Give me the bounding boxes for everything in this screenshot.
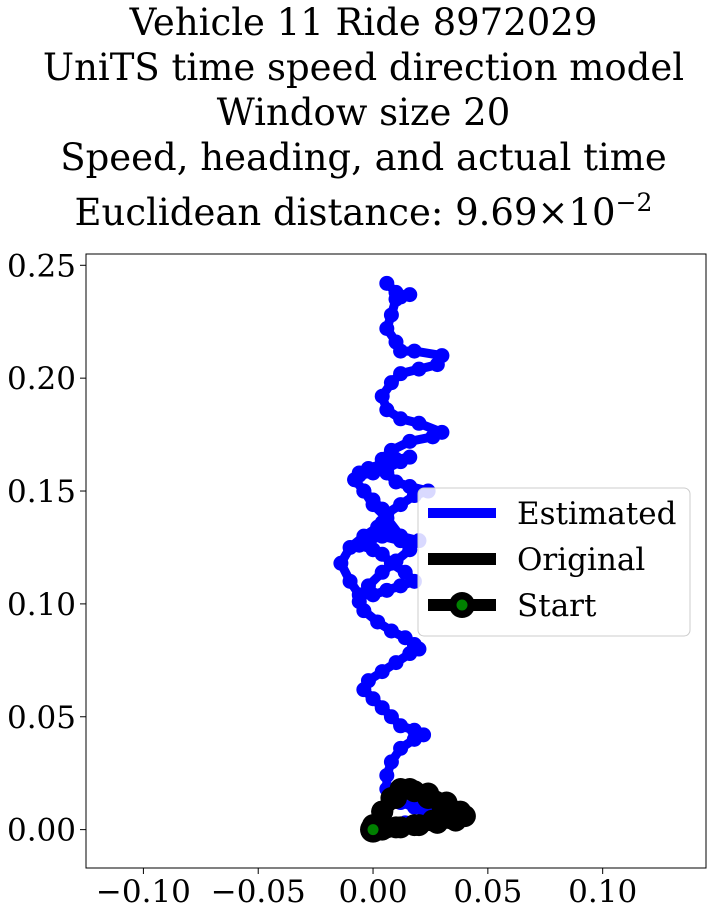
point-estimated [379, 320, 395, 336]
x-tick-label: 0.00 [339, 874, 408, 910]
point-estimated [383, 307, 399, 323]
point-estimated [379, 767, 395, 783]
y-axis: 0.00 0.05 0.10 0.15 0.20 0.25 [7, 248, 86, 849]
point-estimated [402, 433, 418, 449]
title-line-1: Vehicle 11 Ride 8972029 [129, 1, 598, 44]
point-estimated [402, 542, 418, 558]
y-tick-label: 0.15 [7, 474, 76, 510]
point-estimated [429, 357, 445, 373]
y-tick-label: 0.00 [7, 813, 76, 849]
point-estimated [388, 291, 404, 307]
point-estimated [379, 402, 395, 418]
x-tick-label: −0.10 [96, 874, 191, 910]
point-original [403, 814, 426, 837]
point-estimated [406, 343, 422, 359]
point-estimated [425, 429, 441, 445]
point-estimated [388, 474, 404, 490]
point-original [398, 777, 421, 800]
legend-label-start: Start [517, 588, 597, 624]
point-original [421, 809, 444, 832]
point-estimated [360, 578, 376, 594]
point-estimated [342, 539, 358, 555]
point-estimated [393, 366, 409, 382]
point-estimated [356, 483, 372, 499]
legend-label-original: Original [517, 542, 645, 578]
point-estimated [365, 691, 381, 707]
title-line-5-distance: Euclidean distance: 9.69×10−2 [0, 180, 727, 235]
point-estimated [356, 603, 372, 619]
point-estimated [383, 709, 399, 725]
point-estimated [379, 275, 395, 291]
point-estimated [411, 415, 427, 431]
point-estimated [411, 361, 427, 377]
point-estimated [342, 573, 358, 589]
point-estimated [393, 528, 409, 544]
point-estimated [402, 646, 418, 662]
point-estimated [370, 614, 386, 630]
point-estimated [406, 799, 422, 815]
x-tick-label: 0.10 [568, 874, 637, 910]
point-estimated [347, 472, 363, 488]
point-estimated [383, 375, 399, 391]
point-estimated [393, 454, 409, 470]
point-estimated [374, 664, 390, 680]
point-estimated [393, 740, 409, 756]
point-estimated [374, 564, 390, 580]
distance-times: × [537, 191, 569, 234]
x-tick-label: 0.05 [453, 874, 522, 910]
point-estimated [379, 460, 395, 476]
point-estimated [397, 564, 413, 580]
distance-mantissa: 9.69 [455, 191, 538, 234]
point-estimated [383, 754, 399, 770]
point-original [371, 800, 394, 823]
plot-area [333, 275, 476, 843]
point-estimated [374, 700, 390, 716]
chart-title: Vehicle 11 Ride 8972029 UniTS time speed… [0, 0, 727, 235]
point-estimated [333, 555, 349, 571]
point-estimated [365, 497, 381, 513]
point-original [417, 782, 440, 805]
distance-label: Euclidean distance: [74, 191, 456, 234]
point-estimated [374, 388, 390, 404]
legend: Estimated Original Start [417, 487, 691, 637]
title-line-2: UniTS time speed direction model [42, 46, 685, 89]
distance-exponent: −2 [615, 188, 653, 217]
point-estimated [393, 578, 409, 594]
point-estimated [383, 623, 399, 639]
point-estimated [370, 519, 386, 535]
point-estimated [388, 553, 404, 569]
point-estimated [365, 465, 381, 481]
legend-start-marker [456, 599, 468, 611]
point-estimated [393, 718, 409, 734]
point-estimated [393, 343, 409, 359]
point-estimated [406, 731, 422, 747]
y-tick-label: 0.05 [7, 700, 76, 736]
distance-base: 10 [568, 191, 616, 234]
point-estimated [356, 528, 372, 544]
point-estimated [379, 582, 395, 598]
x-tick-label: −0.05 [211, 874, 306, 910]
y-tick-label: 0.10 [7, 587, 76, 623]
point-estimated [393, 411, 409, 427]
point-estimated [379, 510, 395, 526]
point-estimated [388, 655, 404, 671]
legend-label-estimated: Estimated [517, 496, 676, 532]
point-original [440, 807, 463, 830]
point-estimated [402, 287, 418, 303]
point-estimated [374, 546, 390, 562]
x-axis: −0.10 −0.05 0.00 0.05 0.10 [96, 868, 637, 910]
y-tick-label: 0.20 [7, 361, 76, 397]
title-line-3: Window size 20 [216, 91, 511, 134]
point-estimated [356, 682, 372, 698]
y-tick-label: 0.25 [7, 248, 76, 284]
point-estimated [393, 497, 409, 513]
axes-frame [85, 253, 707, 869]
start-marker [367, 824, 379, 836]
title-line-4: Speed, heading, and actual time [60, 136, 667, 179]
